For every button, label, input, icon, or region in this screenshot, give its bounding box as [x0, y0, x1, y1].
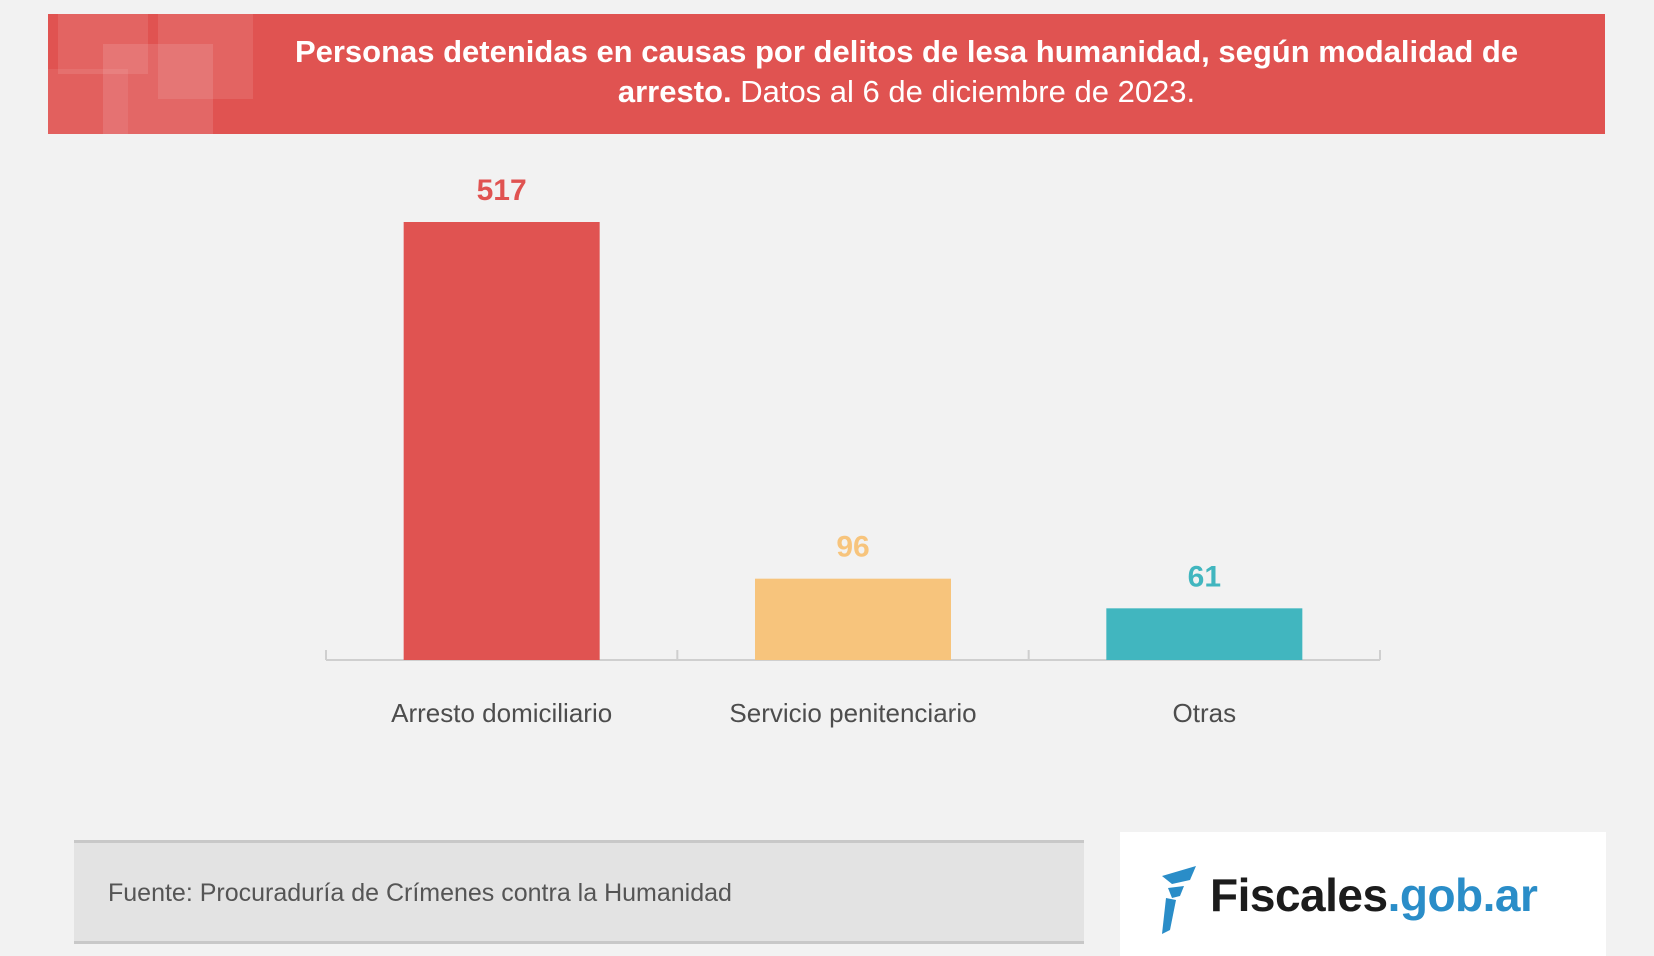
bar-otras [1106, 608, 1303, 660]
category-labels: Arresto domiciliario Servicio penitenciar… [391, 698, 1236, 728]
fiscales-logo[interactable]: Fiscales.gob.ar [1120, 832, 1606, 956]
title-banner: Personas detenidas en causas por delitos… [48, 14, 1605, 134]
source-text: Fuente: Procuraduría de Crímenes contra … [108, 879, 732, 907]
logo-text-gob-ar: .gob.ar [1387, 869, 1538, 921]
logo-text-fiscales: Fiscales [1210, 869, 1388, 921]
category-label-arresto-domiciliario: Arresto domiciliario [391, 698, 612, 728]
bar-arresto-domiciliario [403, 222, 600, 660]
chart-title-bold: Personas detenidas en causas por delitos… [294, 34, 1519, 109]
fiscales-flag-icon [1162, 866, 1196, 934]
category-label-servicio-penitenciario: Servicio penitenciario [729, 698, 976, 728]
chart-title-date: Datos al 6 de diciembre de 2023. [740, 74, 1196, 109]
category-label-otras: Otras [1173, 698, 1237, 728]
source-box: Fuente: Procuraduría de Crímenes contra … [74, 840, 1084, 944]
bars [403, 222, 1303, 660]
logo-wordmark: Fiscales.gob.ar [1210, 868, 1538, 922]
value-label-servicio-penitenciario: 96 [836, 531, 869, 564]
bar-servicio-penitenciario [755, 578, 951, 660]
chart-title: Personas detenidas en causas por delitos… [268, 32, 1545, 112]
bar-chart: 517 96 61 Arresto domiciliario Servicio pen… [325, 174, 1381, 728]
value-label-arresto-domiciliario: 517 [477, 174, 527, 207]
value-labels: 517 96 61 [477, 174, 1221, 593]
value-label-otras: 61 [1188, 560, 1221, 593]
banner-decoration [48, 14, 253, 134]
